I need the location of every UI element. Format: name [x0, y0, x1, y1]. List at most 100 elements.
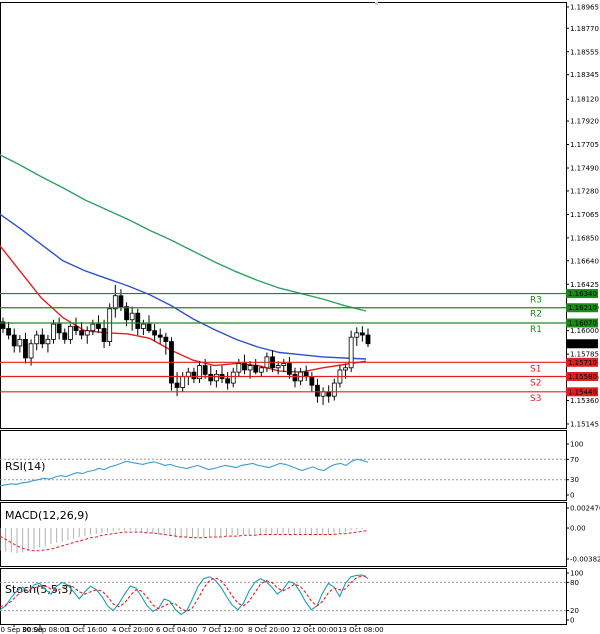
- candle: [34, 330, 40, 351]
- bearish-candle-body: [11, 334, 17, 347]
- bullish-candle-body: [140, 323, 146, 329]
- bearish-candle-body: [163, 336, 169, 342]
- level-price-tag-s3: [566, 387, 598, 397]
- macd-tick-label: 0.002476: [570, 505, 600, 513]
- candle: [309, 372, 315, 392]
- bearish-candle-body: [208, 373, 214, 382]
- bearish-candle-body: [286, 363, 292, 375]
- bearish-candle-body: [96, 323, 101, 329]
- bullish-candle-body: [348, 336, 354, 369]
- level-price-tag-r1: [566, 318, 598, 328]
- bearish-candle-body: [0, 321, 6, 329]
- time-tick-label: 8 Oct 20:00: [248, 626, 289, 634]
- bullish-candle-body: [185, 371, 191, 377]
- moving-average-line: [0, 244, 367, 373]
- bearish-candle-body: [157, 334, 163, 338]
- candle: [286, 356, 292, 379]
- price-panel: 1.18965 1.18770 1.18555 1.18345 1.18120 1.179…: [0, 2, 599, 429]
- bullish-candle-body: [45, 338, 51, 345]
- bearish-candle-body: [242, 363, 247, 371]
- bullish-candle-body: [213, 373, 219, 382]
- bullish-candle-body: [258, 367, 264, 373]
- bearish-candle-body: [225, 378, 231, 384]
- bullish-candle-body: [107, 308, 113, 342]
- candle: [62, 328, 68, 344]
- rsi-tick-label: 30: [570, 476, 579, 484]
- bullish-candle-body: [247, 365, 253, 371]
- bearish-candle-body: [315, 384, 320, 397]
- level-name-r1: R1: [530, 325, 542, 335]
- moving-average-line: [0, 213, 367, 360]
- bearish-candle-body: [152, 330, 158, 336]
- time-tick-label: 12 Oct 00:00: [292, 626, 338, 634]
- price-tick-label: 1.15360: [570, 397, 599, 405]
- bearish-candle-body: [101, 328, 107, 342]
- candle: [79, 321, 85, 340]
- candle: [180, 372, 186, 392]
- bullish-candle-body: [34, 334, 40, 345]
- bearish-candle-body: [73, 325, 79, 332]
- bearish-candle-body: [124, 306, 129, 321]
- macd-tick-label: -0.003822: [570, 556, 600, 564]
- candle: [163, 332, 169, 355]
- bullish-candle-body: [84, 330, 90, 336]
- candle: [236, 359, 242, 377]
- level-name-s2: S2: [530, 379, 541, 389]
- stoch-tick-label: 100: [570, 570, 583, 578]
- stoch-tick-label: 0: [570, 617, 574, 625]
- candle: [11, 328, 17, 353]
- candle: [359, 326, 365, 342]
- price-tick-label: 1.17065: [570, 211, 599, 219]
- time-tick-label: 1 Oct 16:00: [66, 626, 107, 634]
- candle: [174, 372, 180, 397]
- candle: [247, 361, 253, 379]
- candle: [242, 354, 247, 375]
- candle: [230, 367, 236, 388]
- chart-shift-marker: [375, 2, 378, 5]
- candle: [51, 319, 56, 344]
- candle: [17, 335, 23, 353]
- candle: [281, 359, 287, 373]
- candle: [23, 332, 28, 364]
- candle: [112, 284, 118, 318]
- candle: [258, 365, 264, 377]
- price-panel-frame: [0, 2, 567, 429]
- time-tick-label: 30 Sep 00:00: [0, 626, 43, 634]
- price-tick-label: 1.15145: [570, 421, 599, 429]
- bullish-candle-body: [28, 343, 34, 359]
- candle: [191, 367, 197, 384]
- price-tick-label: 1.18345: [570, 71, 599, 79]
- candle: [213, 369, 219, 388]
- bearish-candle-body: [191, 371, 197, 380]
- price-tick-label: 1.15785: [570, 351, 599, 359]
- candle: [140, 319, 146, 336]
- bearish-candle-body: [23, 338, 28, 359]
- bullish-candle-body: [354, 332, 360, 338]
- candle: [315, 378, 320, 403]
- bearish-candle-body: [309, 376, 315, 386]
- level-name-r3: R3: [530, 296, 542, 306]
- level-name-s1: S1: [530, 364, 541, 374]
- macd-tick-label: 0.00: [570, 525, 586, 533]
- bearish-candle-body: [6, 328, 12, 336]
- candle: [67, 324, 73, 344]
- candle: [157, 328, 163, 344]
- current-price-label: 1.15880: [568, 340, 597, 348]
- bullish-candle-body: [129, 312, 135, 321]
- stoch-label: Stoch(5,5,3): [5, 583, 73, 596]
- stoch-k-line: [0, 574, 369, 616]
- candle: [275, 361, 281, 375]
- bullish-candle-body: [230, 371, 236, 384]
- time-tick-label: 6 Oct 04:00: [156, 626, 197, 634]
- stoch-tick-label: 20: [570, 607, 579, 615]
- candle: [197, 361, 202, 384]
- rsi-line: [0, 458, 369, 487]
- candle: [107, 303, 113, 346]
- price-tick-label: 1.18120: [570, 96, 599, 104]
- price-tick-label: 1.16000: [570, 327, 599, 335]
- bullish-candle-body: [331, 382, 337, 397]
- candle: [45, 335, 51, 353]
- candle: [101, 319, 107, 349]
- bullish-candle-body: [236, 363, 242, 373]
